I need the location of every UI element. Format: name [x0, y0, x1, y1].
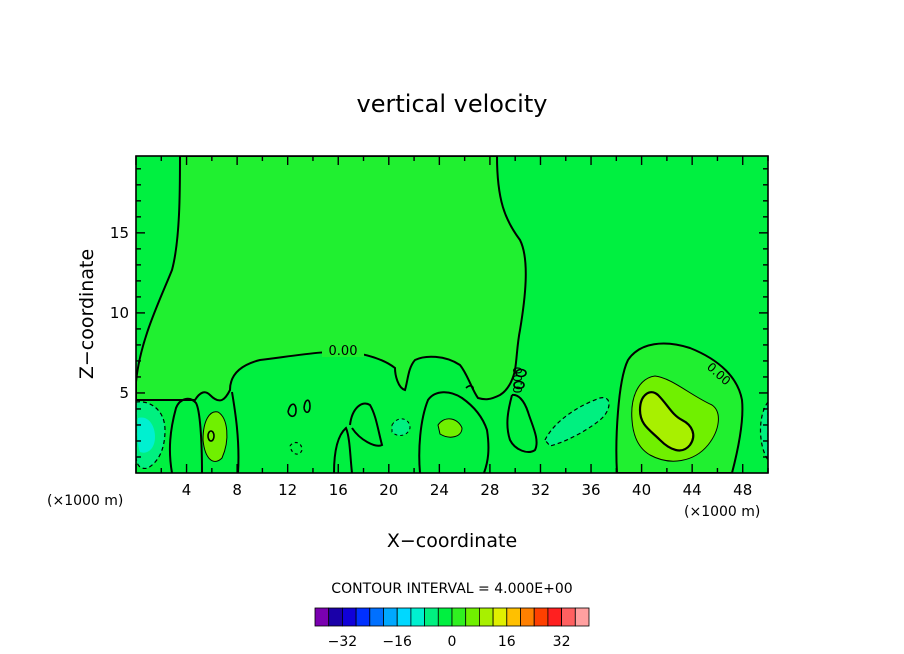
y-axis-ticks: 5 10 15 — [110, 168, 768, 458]
x-tick-label: 12 — [278, 481, 297, 499]
colorbar-swatch — [328, 607, 343, 627]
colorbar-tick-label: 16 — [498, 634, 516, 650]
colorbar-tick-label: −16 — [382, 634, 412, 650]
colorbar-swatch — [533, 607, 549, 627]
zero-contour-line — [418, 391, 490, 473]
contour-label: 0.00 — [329, 344, 358, 359]
zero-contour-line — [168, 397, 203, 473]
y-tick-label: 10 — [110, 304, 129, 322]
zero-contour-line — [513, 380, 525, 390]
colorbar-swatch — [396, 607, 412, 627]
colorbar-swatch — [574, 607, 590, 627]
zero-contour-line — [515, 368, 527, 378]
colorbar-tick-label: 0 — [448, 634, 457, 650]
contour-region-negative-small — [391, 418, 411, 436]
colorbar-swatch — [341, 607, 357, 627]
x-tick-label: 48 — [733, 481, 752, 499]
x-unit-left: (×1000 m) — [47, 493, 123, 509]
contour-region-negative-left-core — [137, 417, 155, 453]
colorbar-swatch — [478, 607, 494, 627]
x-tick-label: 20 — [379, 481, 398, 499]
colorbar-labels: −32 −16 0 16 32 — [328, 634, 571, 650]
contour-region-negative-mid — [544, 397, 610, 447]
y-axis-label: Z−coordinate — [76, 249, 98, 379]
zero-contour-line — [506, 393, 538, 453]
zero-contour-line — [207, 430, 215, 442]
contour-region-negative-right — [759, 401, 768, 462]
contour-region-positive-small — [202, 411, 228, 462]
x-tick-label: 44 — [683, 481, 702, 499]
colorbar-swatch — [465, 607, 480, 627]
zero-contour-line — [333, 426, 353, 473]
zero-contour-line — [349, 402, 384, 447]
x-tick-label: 8 — [232, 481, 242, 499]
x-axis-ticks: 4 8 12 16 20 24 28 32 36 40 44 48 — [135, 156, 769, 499]
plot-area — [136, 156, 768, 473]
colorbar-swatch — [547, 607, 563, 627]
colorbar-swatch — [520, 607, 535, 627]
colorbar-swatch — [424, 607, 439, 627]
y-tick-label: 5 — [119, 384, 129, 402]
zero-contour-line — [287, 399, 311, 418]
x-unit-right: (×1000 m) — [684, 504, 760, 520]
x-tick-label: 16 — [329, 481, 348, 499]
colorbar-swatch — [506, 607, 521, 627]
chart-title: vertical velocity — [357, 90, 548, 118]
colorbar-swatch — [492, 607, 508, 627]
x-tick-label: 4 — [182, 481, 192, 499]
colorbar-swatch — [451, 607, 467, 627]
colorbar — [314, 607, 590, 627]
colorbar-tick-label: 32 — [553, 634, 571, 650]
colorbar-swatch — [355, 607, 371, 627]
colorbar-swatch — [410, 607, 425, 627]
colorbar-swatch — [383, 607, 398, 627]
y-tick-label: 15 — [110, 224, 129, 242]
contour-interval-text: CONTOUR INTERVAL = 4.000E+00 — [331, 581, 572, 597]
zero-contour-line — [465, 385, 474, 391]
contour-label: 0.00 — [511, 367, 525, 394]
zero-contour-line — [231, 391, 240, 473]
x-tick-label: 40 — [632, 481, 651, 499]
contour-region-positive-mid — [437, 418, 463, 438]
colorbar-swatch — [314, 607, 330, 627]
x-tick-label: 24 — [430, 481, 449, 499]
contour-region-positive-upper — [136, 156, 527, 402]
plot-frame — [135, 155, 769, 474]
colorbar-swatch — [369, 607, 384, 627]
x-axis-label: X−coordinate — [387, 530, 517, 552]
colorbar-swatch — [437, 607, 453, 627]
colorbar-tick-label: −32 — [328, 634, 358, 650]
x-tick-label: 36 — [581, 481, 600, 499]
contour-region-positive-right-core — [638, 391, 695, 452]
x-tick-label: 32 — [531, 481, 550, 499]
colorbar-swatch — [561, 607, 576, 627]
x-tick-label: 28 — [480, 481, 499, 499]
